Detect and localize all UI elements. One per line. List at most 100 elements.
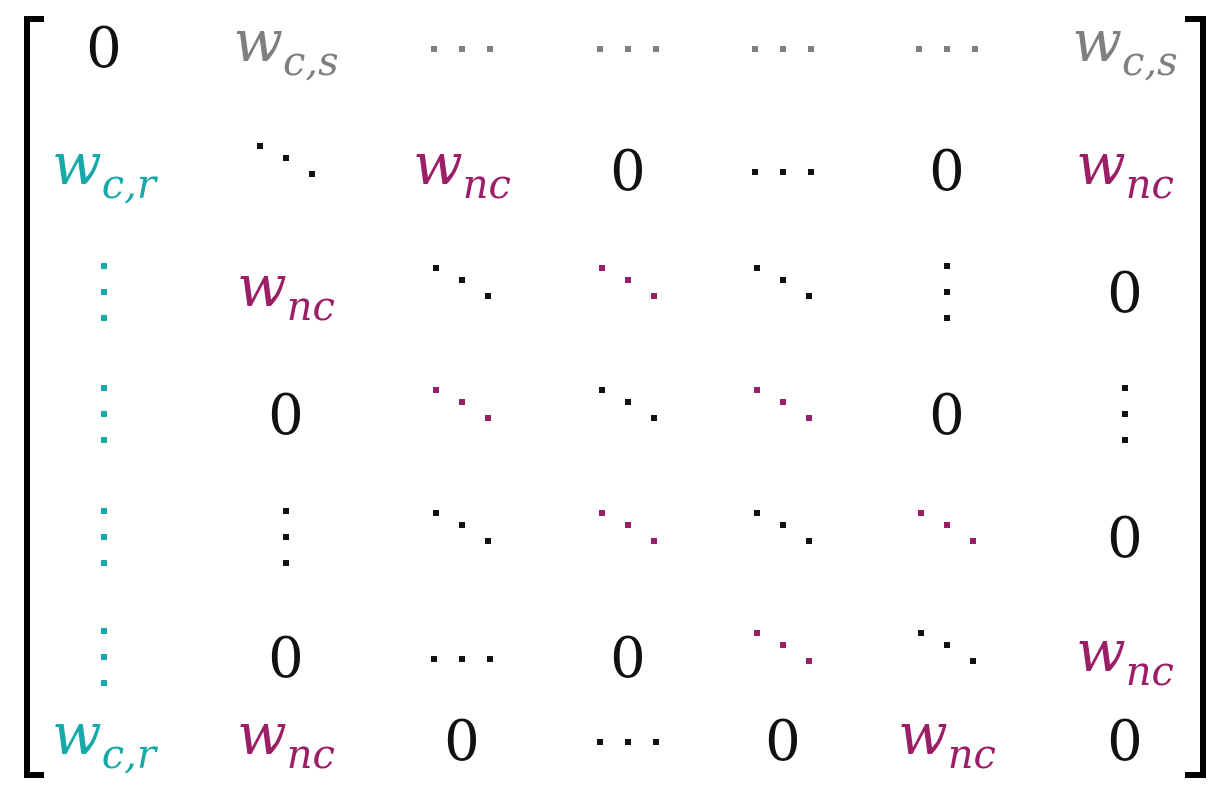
dot-mark <box>1122 437 1128 443</box>
dot-mark <box>433 387 439 393</box>
dot-mark <box>653 46 659 52</box>
matrix-cell-r0-c4 <box>752 46 814 52</box>
matrix-cell-r3-c6 <box>1122 385 1128 443</box>
variable-subscript: nc <box>287 732 335 778</box>
dot-mark <box>806 293 812 299</box>
dot-mark <box>487 656 493 662</box>
matrix-cell-r3-c1: 0 <box>268 383 304 448</box>
matrix-entry-variable: wc,r <box>52 130 159 208</box>
matrix-entry-zero: 0 <box>268 383 304 448</box>
matrix-entry-zero: 0 <box>444 709 480 774</box>
dot-mark <box>459 522 465 528</box>
dot-mark <box>806 658 812 664</box>
matrix-cell-r4-c6: 0 <box>1107 506 1143 571</box>
matrix-cell-r2-c5 <box>944 263 950 321</box>
dot-mark <box>459 277 465 283</box>
matrix-entry-variable: wc,s <box>1072 7 1177 85</box>
variable-base: w <box>233 7 283 75</box>
matrix-entry-zero: 0 <box>1107 261 1143 326</box>
matrix-cell-r6-c6: 0 <box>1107 709 1143 774</box>
variable-base: w <box>1076 130 1126 198</box>
matrix-entry-zero: 0 <box>86 16 122 81</box>
matrix-cell-r0-c3 <box>597 46 659 52</box>
dot-mark <box>309 171 315 177</box>
matrix-entry-zero: 0 <box>1107 506 1143 571</box>
dot-mark <box>780 46 786 52</box>
matrix-cell-r0-c0: 0 <box>86 16 122 81</box>
matrix-cell-r1-c1 <box>257 143 315 177</box>
matrix-cell-r2-c0 <box>101 263 107 321</box>
dot-mark <box>101 628 107 634</box>
matrix-entry-zero: 0 <box>929 383 965 448</box>
matrix-cell-r6-c3 <box>597 739 659 745</box>
matrix-entry-zero: 0 <box>765 709 801 774</box>
variable-subscript: nc <box>287 284 335 330</box>
matrix-entry-zero: 0 <box>929 139 965 204</box>
dot-mark <box>808 169 814 175</box>
dot-mark <box>487 46 493 52</box>
matrix-cell-r2-c4 <box>754 265 812 299</box>
dot-mark <box>780 642 786 648</box>
matrix-cell-r2-c2 <box>433 265 491 299</box>
matrix-cell-r0-c2 <box>431 46 493 52</box>
matrix-cell-r5-c6: wnc <box>1076 617 1174 695</box>
matrix-cell-r4-c5 <box>918 510 976 544</box>
dot-mark <box>283 155 289 161</box>
dot-mark <box>101 680 107 686</box>
dot-mark <box>625 522 631 528</box>
dot-mark <box>651 293 657 299</box>
matrix-cell-r3-c4 <box>754 387 812 421</box>
matrix-cell-r3-c2 <box>433 387 491 421</box>
dot-mark <box>101 508 107 514</box>
dot-mark <box>918 510 924 516</box>
dot-mark <box>459 656 465 662</box>
dot-mark <box>101 289 107 295</box>
dot-mark <box>806 415 812 421</box>
matrix-cell-r3-c3 <box>599 387 657 421</box>
dot-mark <box>597 739 603 745</box>
dot-mark <box>780 169 786 175</box>
matrix-cell-r1-c5: 0 <box>929 139 965 204</box>
variable-subscript: nc <box>1126 162 1174 208</box>
dot-mark <box>970 658 976 664</box>
dot-mark <box>806 538 812 544</box>
dot-mark <box>485 538 491 544</box>
matrix-cell-r4-c2 <box>433 510 491 544</box>
matrix-entry-variable: wnc <box>1076 617 1174 695</box>
matrix-cell-r6-c0: wc,r <box>52 700 159 778</box>
dot-mark <box>780 277 786 283</box>
dot-mark <box>651 538 657 544</box>
dot-mark <box>283 560 289 566</box>
dot-mark <box>808 46 814 52</box>
dot-mark <box>459 399 465 405</box>
dot-mark <box>459 46 465 52</box>
dot-mark <box>625 46 631 52</box>
dot-mark <box>101 411 107 417</box>
variable-base: w <box>52 700 102 768</box>
matrix-cell-r2-c1: wnc <box>237 252 335 330</box>
matrix-cell-r1-c4 <box>752 169 814 175</box>
variable-subscript: c,r <box>102 162 159 208</box>
variable-subscript: c,s <box>283 39 339 85</box>
dot-mark <box>431 46 437 52</box>
dot-mark <box>283 534 289 540</box>
dot-mark <box>101 437 107 443</box>
matrix-entry-zero: 0 <box>610 626 646 691</box>
dot-mark <box>431 656 437 662</box>
matrix-cell-r5-c1: 0 <box>268 626 304 691</box>
dot-mark <box>653 739 659 745</box>
dot-mark <box>754 630 760 636</box>
dot-mark <box>101 534 107 540</box>
dot-mark <box>972 46 978 52</box>
dot-mark <box>1122 385 1128 391</box>
dot-mark <box>754 387 760 393</box>
matrix-cell-r3-c5: 0 <box>929 383 965 448</box>
variable-subscript: c,s <box>1122 39 1178 85</box>
matrix-entry-variable: wnc <box>413 130 511 208</box>
matrix-cell-r1-c2: wnc <box>413 130 511 208</box>
dot-mark <box>970 538 976 544</box>
matrix-entry-variable: wc,r <box>52 700 159 778</box>
dot-mark <box>944 46 950 52</box>
right-bracket <box>1185 16 1206 778</box>
